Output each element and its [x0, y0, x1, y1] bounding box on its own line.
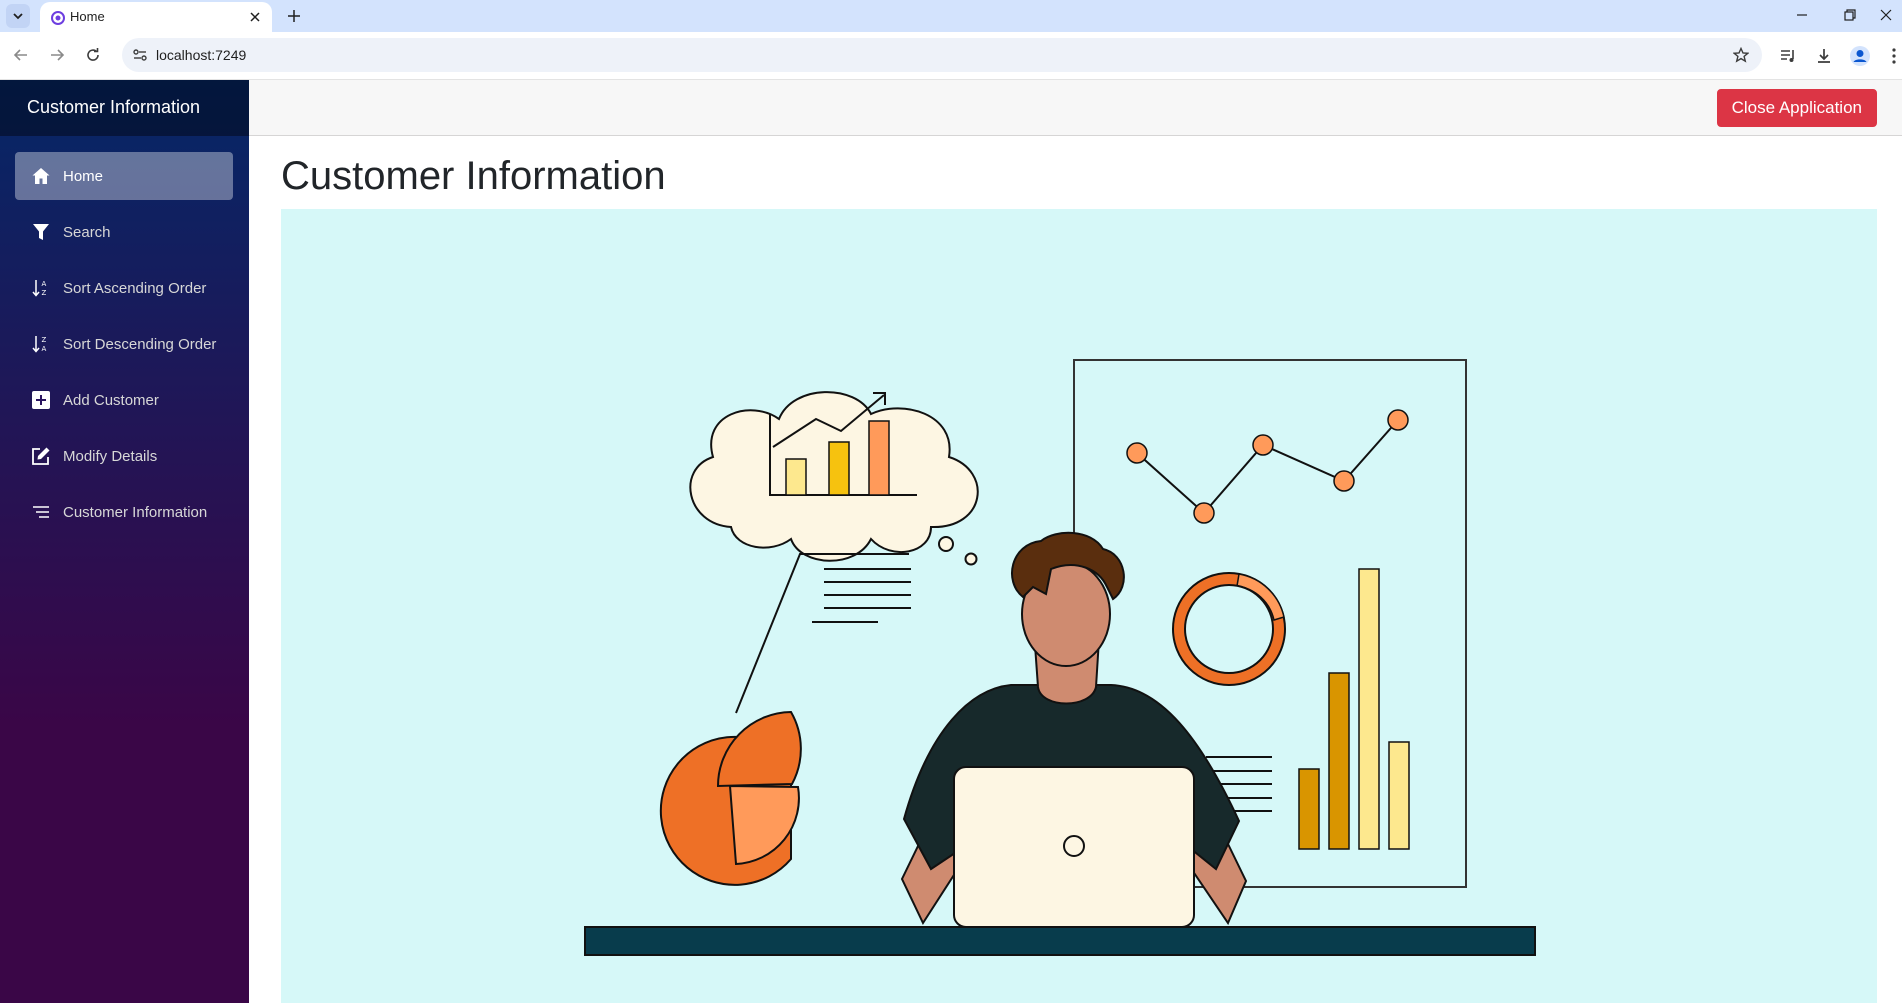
download-icon [1818, 49, 1830, 63]
chevron-down-icon [13, 13, 23, 20]
sidebar-item-customer-information[interactable]: Customer Information [15, 488, 233, 536]
back-button[interactable] [8, 42, 34, 68]
site-settings-icon [133, 49, 147, 61]
address-bar[interactable]: localhost:7249 [122, 38, 1762, 72]
svg-text:Z: Z [42, 336, 47, 344]
app-favicon-icon [51, 11, 65, 25]
sidebar-item-add-customer[interactable]: Add Customer [15, 376, 233, 424]
browser-tab-strip: Home [0, 0, 1902, 32]
hero-illustration [281, 209, 1877, 1003]
sidebar-item-label: Customer Information [63, 503, 208, 521]
tab-title: Home [70, 9, 105, 24]
sidebar-item-label: Search [63, 223, 111, 241]
url-text: localhost:7249 [156, 47, 247, 63]
restore-button[interactable] [1828, 2, 1872, 28]
restore-icon [1844, 9, 1856, 21]
minimize-icon [1797, 14, 1807, 16]
arrow-right-icon [51, 49, 65, 61]
sidebar-item-label: Sort Descending Order [63, 335, 217, 353]
person-figure [900, 531, 1248, 928]
edit-icon [29, 444, 53, 468]
close-icon [250, 12, 260, 22]
playlist-icon [1781, 50, 1794, 62]
minimize-button[interactable] [1780, 2, 1824, 28]
sidebar-item-label: Home [63, 167, 104, 185]
new-tab-button[interactable] [282, 4, 306, 28]
board-bar-chart [1298, 568, 1410, 850]
home-icon [29, 164, 53, 188]
svg-text:A: A [42, 280, 47, 288]
browser-toolbar: localhost:7249 [0, 32, 1902, 80]
pie-chart [659, 553, 911, 886]
top-row: Close Application [249, 80, 1902, 136]
close-application-button[interactable]: Close Application [1716, 89, 1877, 127]
arrow-left-icon [13, 49, 27, 61]
forward-button[interactable] [44, 42, 70, 68]
plus-square-icon [29, 388, 53, 412]
desk [584, 926, 1536, 956]
analytics-person-illustration [584, 359, 1536, 956]
reload-button[interactable] [80, 42, 106, 68]
tab-close-button[interactable] [246, 8, 264, 26]
tab-search-button[interactable] [6, 4, 30, 28]
browser-menu-button[interactable] [1880, 42, 1902, 70]
downloads-button[interactable] [1810, 42, 1838, 70]
sidebar-item-label: Add Customer [63, 391, 159, 409]
board-line-chart [1126, 409, 1409, 524]
profile-button[interactable] [1846, 42, 1874, 70]
brand-bar: Customer Information [0, 80, 249, 136]
sidebar-item-modify-details[interactable]: Modify Details [15, 432, 233, 480]
media-controls-button[interactable] [1774, 42, 1802, 70]
reload-icon [87, 48, 99, 61]
sidebar-item-label: Sort Ascending Order [63, 279, 207, 297]
star-icon [1733, 47, 1749, 63]
board-donut-chart [1172, 572, 1286, 686]
window-close-button[interactable] [1864, 2, 1902, 28]
svg-text:Z: Z [42, 289, 47, 297]
funnel-icon [29, 220, 53, 244]
brand-title[interactable]: Customer Information [27, 97, 201, 117]
browser-tab[interactable]: Home [40, 2, 272, 32]
more-vertical-icon [1892, 48, 1896, 64]
sidebar-item-home[interactable]: Home [15, 152, 233, 200]
close-icon [1880, 9, 1892, 21]
sidebar-item-label: Modify Details [63, 447, 158, 465]
page-title: Customer Information [281, 154, 666, 198]
board-text-lines [1206, 756, 1272, 812]
site-info-button[interactable] [130, 45, 150, 65]
avatar-icon [1850, 46, 1870, 66]
sidebar-item-search[interactable]: Search [15, 208, 233, 256]
list-icon [29, 500, 53, 524]
svg-text:A: A [42, 345, 47, 353]
bookmark-button[interactable] [1730, 44, 1752, 66]
plus-icon [288, 10, 300, 22]
thought-cloud [689, 391, 979, 566]
